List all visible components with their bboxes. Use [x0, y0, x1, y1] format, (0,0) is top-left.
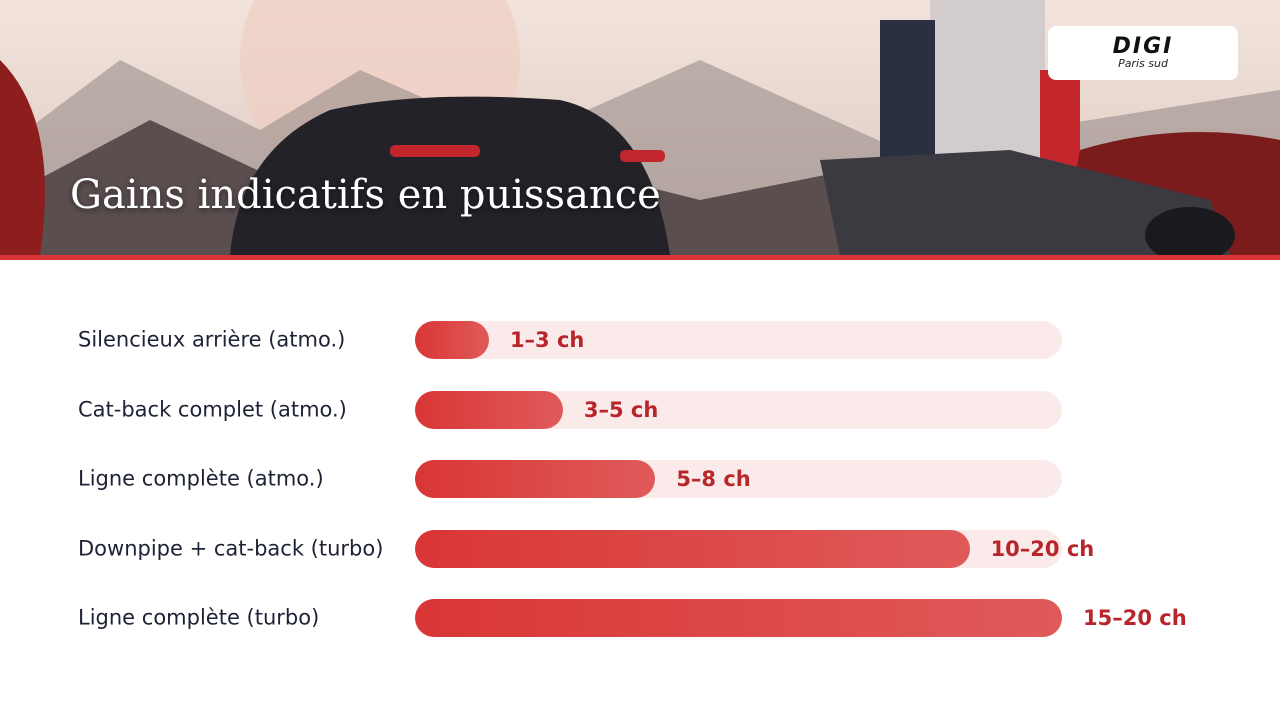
bar-track	[415, 321, 1062, 359]
category-label: Downpipe + cat-back (turbo)	[78, 535, 384, 560]
category-label: Ligne complète (turbo)	[78, 605, 320, 630]
bar	[415, 529, 970, 568]
category-label: Cat-back complet (atmo.)	[78, 396, 347, 421]
logo: DIGI Paris sud	[1048, 26, 1238, 80]
divider	[0, 255, 1280, 260]
logo-name: DIGI	[1112, 34, 1174, 59]
logo-tagline: Paris sud	[1118, 57, 1168, 70]
bar	[415, 390, 563, 429]
category-label: Silencieux arrière (atmo.)	[78, 327, 346, 352]
bar	[415, 599, 1062, 637]
value-label: 1–3 ch	[509, 328, 585, 352]
bar	[415, 321, 489, 359]
value-label: 3–5 ch	[583, 397, 659, 422]
value-label: 10–20 ch	[990, 536, 1095, 561]
value-label: 5–8 ch	[676, 467, 751, 491]
value-label: 15–20 ch	[1083, 606, 1187, 630]
bar	[415, 460, 656, 498]
category-label: Ligne complète (atmo.)	[78, 466, 324, 491]
chart-title: Gains indicatifs en puissance	[70, 172, 661, 218]
